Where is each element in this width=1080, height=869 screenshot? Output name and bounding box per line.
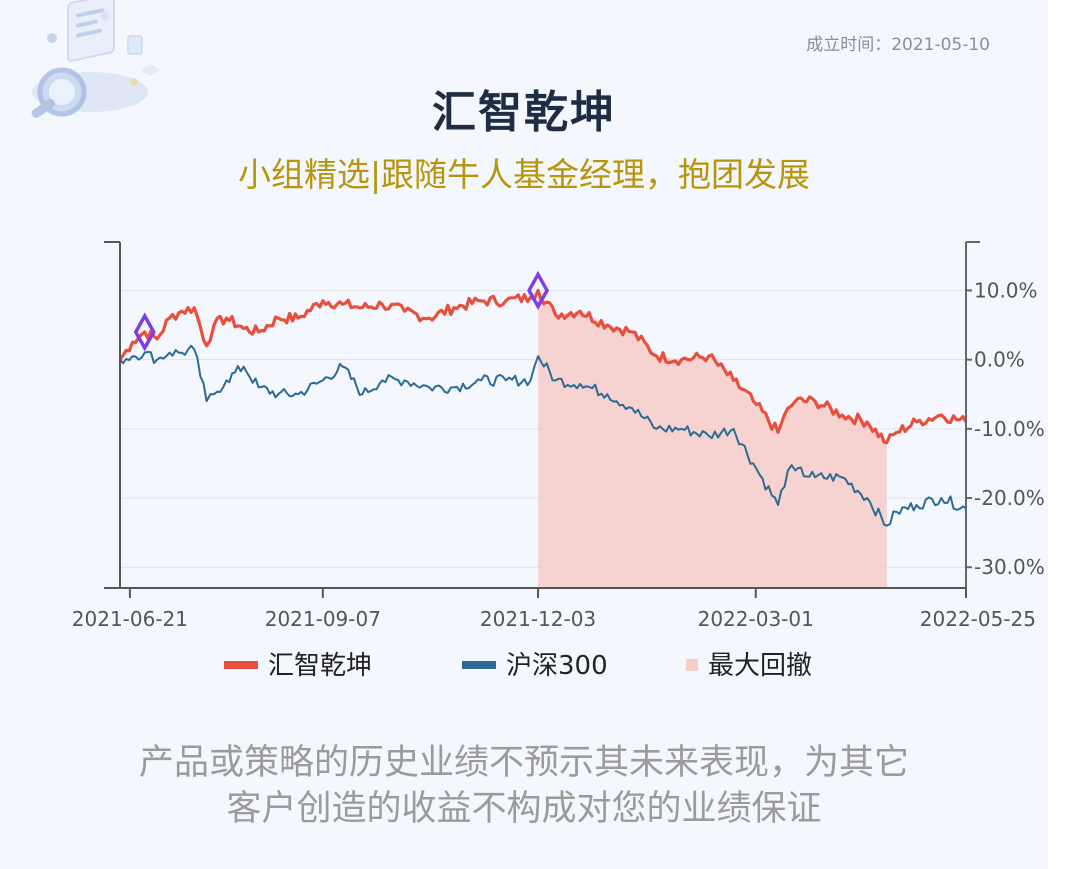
chart-legend: 汇智乾坤 沪深300 最大回撤 — [224, 651, 812, 681]
card-background: 成立时间：2021-05-10 汇智乾坤 小组精选|跟随牛人基金经理，抱团发展 … — [0, 0, 1048, 869]
drawdown-area-layer — [538, 290, 887, 588]
page-title: 汇智乾坤 — [432, 87, 616, 138]
drawdown-marker-0 — [133, 312, 156, 352]
series-line-index — [119, 344, 967, 527]
legend-swatch-fund — [224, 661, 258, 669]
performance-chart: 10.0% 0.0% -10.0% -20.0% -30.0% 2021-06-21 202… — [72, 241, 1045, 681]
legend-label-fund: 汇智乾坤 — [268, 651, 372, 681]
founded-date: 成立时间：2021-05-10 — [806, 35, 990, 55]
legend-swatch-index — [462, 661, 496, 669]
magnifier-document-illustration-icon — [31, 0, 160, 118]
x-tick-label-2: 2021-12-03 — [480, 607, 596, 631]
disclaimer: 产品或策略的历史业绩不预示其未来表现，为其它 客户创造的收益不构成对您的业绩保证 — [0, 740, 1048, 832]
page-subtitle: 小组精选|跟随牛人基金经理，抱团发展 — [237, 155, 811, 194]
y-tick-label-1: 0.0% — [974, 348, 1025, 372]
drawdown-area — [538, 290, 887, 588]
x-tick-label-1: 2021-09-07 — [265, 607, 381, 631]
disclaimer-line-1: 产品或策略的历史业绩不预示其未来表现，为其它 — [138, 743, 909, 783]
disclaimer-line-2: 客户创造的收益不构成对您的业绩保证 — [226, 789, 822, 829]
legend-label-index: 沪深300 — [506, 651, 608, 681]
y-tick-label-4: -30.0% — [974, 555, 1045, 579]
y-tick-label-2: -10.0% — [974, 417, 1045, 441]
legend-swatch-drawdown — [686, 659, 698, 671]
x-tick-label-0: 2021-06-21 — [72, 607, 188, 631]
chart-tick-labels: 10.0% 0.0% -10.0% -20.0% -30.0% 2021-06-21 202… — [72, 278, 1045, 631]
marker-layer — [133, 270, 550, 352]
chart-axes — [104, 241, 980, 598]
y-tick-label-0: 10.0% — [974, 278, 1038, 302]
y-tick-label-3: -20.0% — [974, 486, 1045, 510]
x-tick-label-3: 2022-03-01 — [698, 607, 814, 631]
drawdown-marker-1 — [527, 270, 550, 311]
legend-label-drawdown: 最大回撤 — [708, 651, 812, 681]
x-tick-label-4: 2022-05-25 — [920, 607, 1036, 631]
